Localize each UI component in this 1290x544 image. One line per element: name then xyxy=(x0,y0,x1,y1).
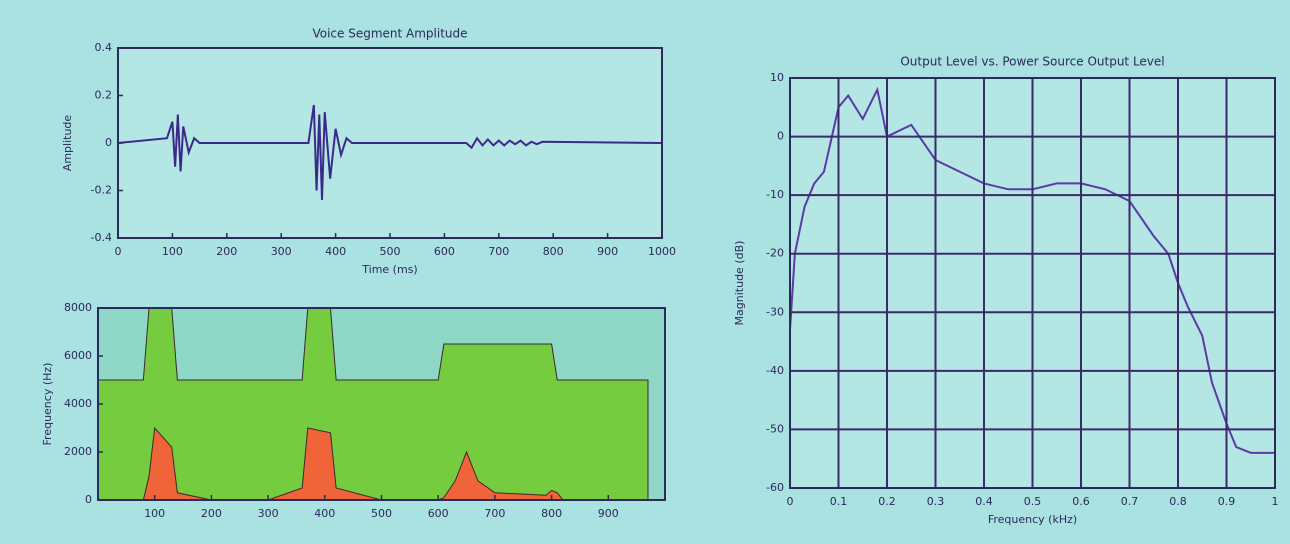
x-tick-label: 0.6 xyxy=(1072,495,1090,508)
x-tick-label: 800 xyxy=(543,245,564,258)
y-tick-label: 10 xyxy=(770,71,784,84)
y-tick-label: -50 xyxy=(766,422,784,435)
x-axis-label: Time (ms) xyxy=(361,263,417,276)
y-axis-label: Magnitude (dB) xyxy=(733,241,746,326)
x-tick-label: 0.7 xyxy=(1121,495,1139,508)
x-tick-label: 600 xyxy=(434,245,455,258)
y-tick-label: 0 xyxy=(105,136,112,149)
y-tick-label: -30 xyxy=(766,305,784,318)
x-tick-label: 400 xyxy=(325,245,346,258)
y-tick-label: -0.4 xyxy=(91,231,112,244)
y-tick-label: 4000 xyxy=(64,397,92,410)
chart-title: Voice Segment Amplitude xyxy=(312,27,467,41)
x-tick-label: 700 xyxy=(484,507,505,520)
x-tick-label: 500 xyxy=(371,507,392,520)
y-axis-label: Frequency (Hz) xyxy=(41,363,54,446)
y-tick-label: 0.4 xyxy=(95,41,113,54)
x-tick-label: 0.8 xyxy=(1169,495,1187,508)
x-tick-label: 400 xyxy=(314,507,335,520)
x-tick-label: 0.9 xyxy=(1218,495,1236,508)
chart-title: Output Level vs. Power Source Output Lev… xyxy=(900,55,1164,69)
chart: 0 0.1 0.2 0.3 0.4 0.5 0.6 0.7 0.8 0.9 1 -60 -50 -40 -3… xyxy=(733,55,1279,527)
x-tick-label: 900 xyxy=(597,245,618,258)
x-tick-label: 800 xyxy=(541,507,562,520)
x-tick-label: 0.2 xyxy=(878,495,896,508)
x-tick-label: 300 xyxy=(258,507,279,520)
x-tick-label: 500 xyxy=(380,245,401,258)
y-tick-label: -20 xyxy=(766,247,784,260)
x-tick-label: 0.1 xyxy=(830,495,848,508)
x-tick-label: 100 xyxy=(162,245,183,258)
x-axis-label: Frequency (kHz) xyxy=(988,513,1077,526)
x-tick-label: 200 xyxy=(216,245,237,258)
x-tick-label: 900 xyxy=(598,507,619,520)
x-tick-label: 600 xyxy=(428,507,449,520)
y-tick-label: -0.2 xyxy=(91,184,112,197)
y-tick-label: 6000 xyxy=(64,349,92,362)
figure: 01002003004005006007008009001000-0.4-0.2… xyxy=(0,0,1290,544)
y-tick-label: -60 xyxy=(766,481,784,494)
x-tick-label: 300 xyxy=(271,245,292,258)
y-tick-label: 2000 xyxy=(64,445,92,458)
x-tick-label: 0.5 xyxy=(1024,495,1042,508)
x-tick-label: 0 xyxy=(787,495,794,508)
x-tick-label: 1 xyxy=(1272,495,1279,508)
x-tick-label: 1000 xyxy=(648,245,676,258)
x-tick-label: 700 xyxy=(488,245,509,258)
y-tick-label: -10 xyxy=(766,188,784,201)
x-tick-label: 0 xyxy=(115,245,122,258)
x-tick-label: 100 xyxy=(144,507,165,520)
y-tick-label: 0 xyxy=(777,130,784,143)
x-tick-label: 200 xyxy=(201,507,222,520)
chart: 100 200 300 400 500 600 700 800 900 0 2000 4000 6000… xyxy=(41,301,665,520)
y-axis-label: Amplitude xyxy=(61,115,74,172)
chart: 0 100 200 300 400 500 600 700 800 900 1000 -0.4 -0.2… xyxy=(61,27,676,277)
y-tick-label: 0 xyxy=(85,493,92,506)
y-tick-label: -40 xyxy=(766,364,784,377)
y-tick-label: 8000 xyxy=(64,301,92,314)
x-tick-label: 0.3 xyxy=(927,495,945,508)
y-tick-label: 0.2 xyxy=(95,89,113,102)
x-tick-label: 0.4 xyxy=(975,495,993,508)
